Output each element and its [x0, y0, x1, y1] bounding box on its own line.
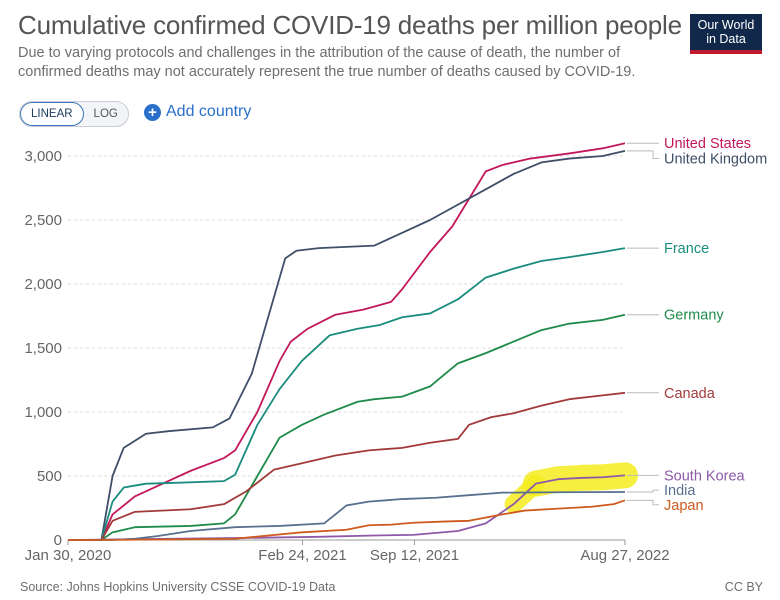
y-tick-label: 0: [54, 532, 62, 549]
scale-toggle: LINEAR LOG: [19, 101, 129, 127]
plus-circle-icon: +: [144, 103, 161, 121]
series-line-japan: [67, 499, 626, 541]
our-world-in-data-logo[interactable]: Our World in Data: [690, 14, 762, 54]
log-scale-button[interactable]: LOG: [93, 108, 118, 120]
series-line-germany: [68, 313, 626, 541]
x-tick-label: Aug 27, 2022: [580, 547, 669, 564]
add-country-button[interactable]: + Add country: [144, 101, 251, 123]
x-tick-label: Feb 24, 2021: [258, 547, 346, 564]
label-leader-line: [627, 499, 659, 506]
x-tick-label: Sep 12, 2021: [370, 547, 459, 564]
series-label-canada: Canada: [664, 386, 716, 402]
series-label-south-korea: South Korea: [664, 468, 746, 484]
x-tick-label: Jan 30, 2020: [25, 547, 112, 564]
series-label-france: France: [664, 241, 709, 257]
series-label-japan: Japan: [664, 498, 704, 514]
logo-line-2: in Data: [706, 32, 746, 46]
y-tick-label: 2,000: [24, 276, 62, 293]
series-line-united-kingdom: [68, 150, 626, 541]
y-tick-label: 1,000: [24, 404, 62, 421]
series-line-france: [68, 247, 626, 541]
series-label-india: India: [664, 483, 696, 499]
license-label[interactable]: CC BY: [724, 580, 763, 594]
chart-title: Cumulative confirmed COVID-19 deaths per…: [18, 10, 682, 40]
source-note[interactable]: Source: Johns Hopkins University CSSE CO…: [20, 580, 336, 594]
linear-scale-button[interactable]: LINEAR: [20, 102, 84, 126]
y-tick-label: 2,500: [24, 212, 62, 229]
series-label-united-kingdom: United Kingdom: [664, 152, 767, 168]
label-leader-line: [627, 489, 659, 493]
add-country-label: Add country: [166, 103, 252, 120]
series-label-united-states: United States: [664, 136, 751, 152]
series-label-germany: Germany: [664, 308, 724, 324]
label-leader-line: [627, 150, 659, 160]
logo-line-1: Our World: [697, 18, 755, 32]
series-line-united-states: [68, 142, 626, 541]
y-tick-label: 500: [37, 468, 62, 485]
series-line-india: [68, 491, 626, 541]
y-tick-label: 3,000: [24, 148, 62, 165]
chart-subtitle: Due to varying protocols and challenges …: [18, 45, 636, 80]
series-line-canada: [68, 391, 626, 541]
y-tick-label: 1,500: [24, 340, 62, 357]
